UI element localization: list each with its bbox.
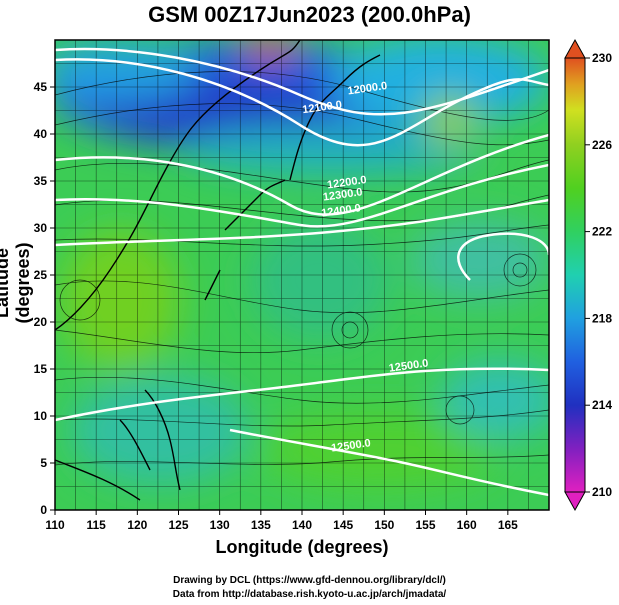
colorbar-tick-label: 218 — [592, 311, 612, 325]
x-tick-label: 140 — [292, 518, 312, 532]
contour-label: 12500.0 — [388, 357, 429, 374]
colorbar: 210 214 218 222 226 230 — [564, 38, 612, 512]
wind-streamlines — [55, 71, 549, 466]
graticule-grid — [55, 40, 549, 510]
y-tick-label: 45 — [34, 80, 48, 94]
contour-label: 12500.0 — [330, 437, 371, 454]
colorbar-tick-label: 230 — [592, 51, 612, 65]
x-tick-label: 150 — [374, 518, 394, 532]
x-tick-label: 155 — [415, 518, 435, 532]
y-tick-label: 0 — [40, 503, 47, 517]
x-tick-label: 125 — [168, 518, 188, 532]
colorbar-scale — [564, 57, 586, 493]
colorbar-bottom-arrow — [564, 491, 586, 512]
y-axis-label: Latitude (degrees) — [0, 242, 33, 324]
credit-data-source: Data from http://database.rish.kyoto-u.a… — [172, 589, 447, 600]
colorbar-tick-label: 222 — [592, 225, 612, 239]
y-tick-label: 20 — [34, 315, 48, 329]
y-axis: 0 5 10 15 20 25 30 35 40 45 — [34, 80, 55, 517]
x-tick-label: 160 — [457, 518, 477, 532]
x-axis: 110 115 120 125 130 135 140 145 150 155 160 165 — [45, 510, 518, 532]
y-tick-label: 15 — [34, 362, 48, 376]
x-tick-label: 120 — [127, 518, 147, 532]
x-tick-label: 115 — [86, 518, 106, 532]
contour-label: 12200.0 — [326, 174, 367, 191]
colorbar-tick-label: 214 — [592, 398, 612, 412]
height-contours — [55, 47, 549, 497]
contour-label: 12100.0 — [302, 99, 343, 116]
x-tick-label: 110 — [45, 518, 65, 532]
y-tick-label: 40 — [34, 127, 48, 141]
y-tick-label: 25 — [34, 268, 48, 282]
x-axis-label: Longitude (degrees) — [215, 537, 389, 557]
credit-drawing: Drawing by DCL (https://www.gfd-dennou.o… — [173, 575, 446, 586]
y-tick-label: 35 — [34, 174, 48, 188]
colorbar-top-arrow — [564, 38, 586, 59]
y-tick-label: 30 — [34, 221, 48, 235]
colorbar-tick-label: 226 — [592, 138, 612, 152]
contour-label: 12300.0 — [322, 186, 363, 203]
chart-title: GSM 00Z17Jun2023 (200.0hPa) — [148, 2, 471, 27]
coastlines — [55, 40, 381, 501]
contour-label: 12400.0 — [321, 202, 362, 219]
x-tick-label: 145 — [333, 518, 353, 532]
x-tick-label: 135 — [251, 518, 271, 532]
x-tick-label: 165 — [498, 518, 518, 532]
y-tick-label: 5 — [40, 456, 47, 470]
contour-label: 12000.0 — [347, 80, 388, 97]
colorbar-tick-label: 210 — [592, 485, 612, 499]
shaded-field — [55, 40, 549, 510]
y-tick-label: 10 — [34, 409, 48, 423]
x-tick-label: 130 — [210, 518, 230, 532]
